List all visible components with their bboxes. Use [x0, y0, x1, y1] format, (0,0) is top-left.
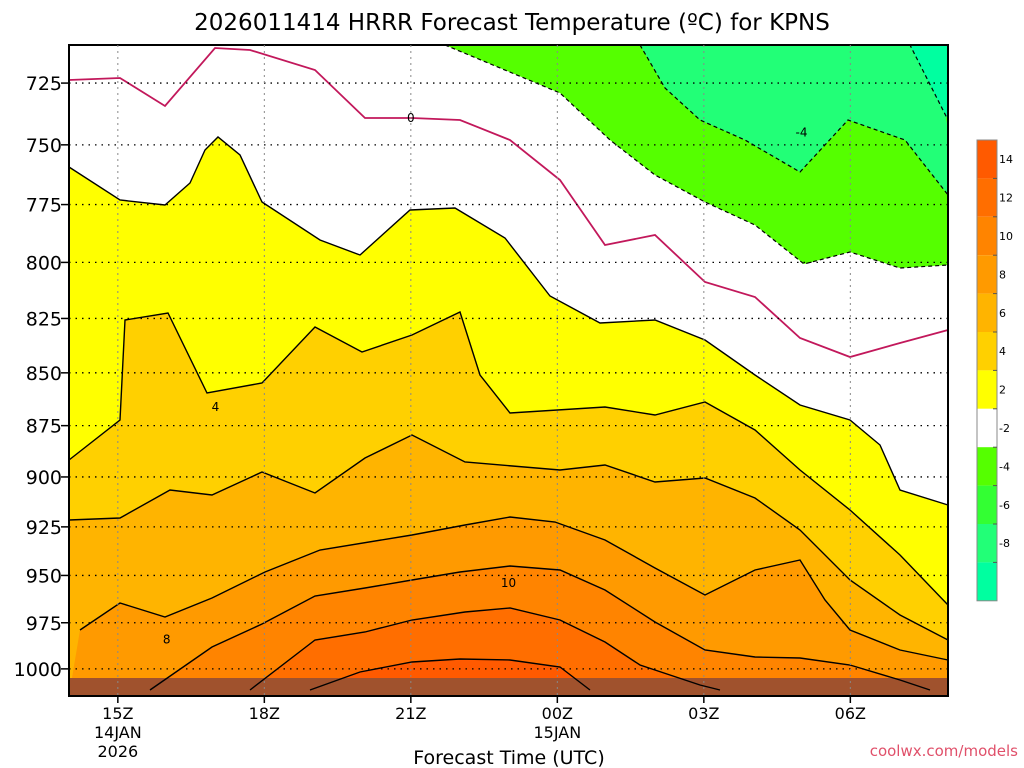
colorbar-label: -6 [999, 499, 1010, 512]
contour-label: 0 [407, 111, 415, 125]
contour-label: 4 [212, 400, 220, 414]
band-colder-green [640, 45, 948, 195]
contour-4 [68, 311, 949, 606]
y-tick-label: 975 [26, 613, 62, 635]
contour-label: 8 [163, 632, 171, 646]
colorbar-swatch [977, 216, 997, 256]
colorbar-label: -2 [999, 422, 1010, 435]
x-tick-label: 03Z [688, 704, 719, 723]
x-tick-year: 2026 [97, 742, 138, 761]
contour-10 [149, 565, 931, 691]
colorbar-swatch [977, 332, 997, 371]
y-tick-label: 825 [26, 308, 62, 330]
colorbar-label: 12 [999, 192, 1013, 205]
x-tick-date: 15JAN [533, 723, 581, 742]
x-axis-label: Forecast Time (UTC) [413, 747, 604, 768]
contour-2 [68, 136, 949, 506]
terrain-strip [69, 678, 948, 696]
y-tick-label: 750 [26, 135, 62, 157]
contour-label: -4 [796, 126, 808, 140]
grid-lines [69, 45, 948, 696]
freezing-line-0c [68, 47, 949, 358]
colorbar-swatch [977, 524, 997, 563]
colorbar-label: 2 [999, 384, 1006, 397]
y-tick-label: 800 [26, 252, 62, 274]
band-coldest [790, 45, 948, 120]
y-tick-label: 725 [26, 73, 62, 95]
plot-frame [68, 44, 949, 697]
colorbar-swatch [977, 562, 997, 601]
colorbar-swatch [977, 447, 997, 486]
x-tick-label: 21Z [395, 704, 426, 723]
y-tick-label: 850 [26, 363, 62, 385]
contour-minus-4 [639, 44, 949, 196]
contour-lines [68, 44, 949, 691]
colorbar-label: 4 [999, 345, 1006, 358]
x-tick-date: 14JAN [94, 723, 142, 742]
y-tick-label: 1000 [14, 659, 62, 681]
colorbar-swatch [977, 293, 997, 332]
contour-minus-2 [444, 44, 949, 269]
colorbar-label: 8 [999, 268, 1006, 281]
x-tick-label: 15Z [102, 704, 133, 723]
y-tick-label: 950 [26, 565, 62, 587]
colorbar-swatch [977, 140, 997, 179]
colorbar-swatch [977, 370, 997, 409]
y-tick-label: 925 [26, 517, 62, 539]
colorbar-swatch [977, 408, 997, 448]
y-tick-label: 775 [26, 195, 62, 217]
colorbar-label: 14 [999, 153, 1013, 166]
y-axis: 725 750 775 800 825 850 875 900 925 950 975 1000 [14, 73, 69, 681]
y-tick-label: 875 [26, 416, 62, 438]
colorbar-swatch [977, 255, 997, 294]
chart-title: 2026011414 HRRR Forecast Temperature (ºC… [194, 10, 830, 36]
x-tick-label: 06Z [835, 704, 866, 723]
contour-label: 10 [501, 576, 516, 590]
contour-labels: 0 -4 4 8 10 [163, 111, 808, 647]
colorbar-swatch [977, 178, 997, 217]
colorbar-label: -4 [999, 460, 1010, 473]
x-tick-label: 00Z [542, 704, 573, 723]
colorbar-label: -8 [999, 537, 1010, 550]
y-tick-label: 900 [26, 467, 62, 489]
credit-text: coolwx.com/models [870, 742, 1018, 760]
contour-14 [309, 658, 591, 691]
contour-6 [68, 434, 949, 641]
colorbar-label: 10 [999, 230, 1013, 243]
colorbar-label: 6 [999, 307, 1006, 320]
x-tick-label: 18Z [249, 704, 280, 723]
contour-12 [249, 607, 721, 691]
colorbar-swatch [977, 485, 997, 524]
colorbar-legend: 14 12 10 8 6 4 2 -2 -4 -6 -8 [976, 139, 1013, 602]
contour-8 [79, 516, 949, 661]
plot-area [69, 45, 948, 696]
